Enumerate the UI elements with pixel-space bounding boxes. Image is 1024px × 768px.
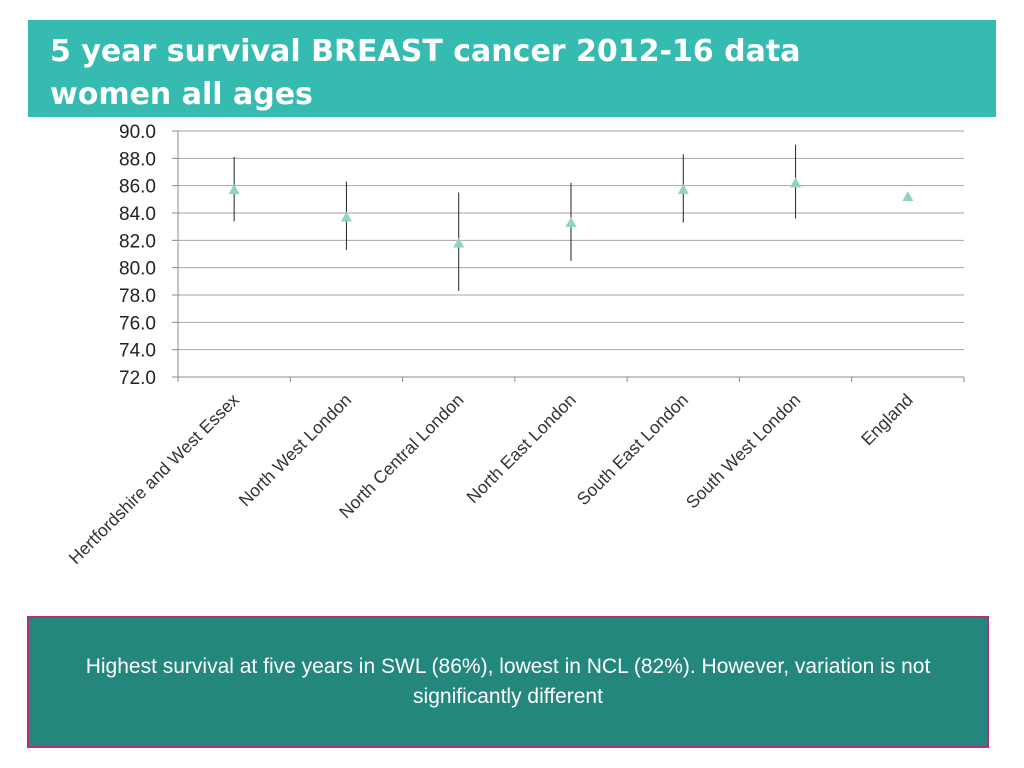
summary-note-text: Highest survival at five years in SWL (8… xyxy=(85,655,931,708)
x-category-label: South West London xyxy=(682,390,805,513)
title-banner: 5 year survival BREAST cancer 2012-16 da… xyxy=(28,20,996,117)
x-category-label: North West London xyxy=(235,390,356,511)
y-tick-label: 90.0 xyxy=(119,122,156,143)
data-point-triangle xyxy=(453,237,465,248)
y-tick-label: 72.0 xyxy=(119,368,156,389)
y-tick-label: 78.0 xyxy=(119,286,156,307)
y-tick-label: 82.0 xyxy=(119,231,156,252)
x-category-label: England xyxy=(857,390,917,450)
y-tick-label: 76.0 xyxy=(119,313,156,334)
y-tick-label: 80.0 xyxy=(119,259,156,280)
y-tick-label: 88.0 xyxy=(119,149,156,170)
data-point-triangle xyxy=(902,191,914,201)
chart-title-line-2: women all ages xyxy=(50,77,313,112)
y-tick-label: 84.0 xyxy=(119,204,156,225)
chart-title-line-1: 5 year survival BREAST cancer 2012-16 da… xyxy=(50,34,801,69)
summary-note-box: Highest survival at five years in SWL (8… xyxy=(27,616,989,748)
data-point-triangle xyxy=(340,211,352,222)
x-category-label: South East London xyxy=(573,390,692,509)
x-category-label: North Central London xyxy=(335,390,467,522)
axes xyxy=(172,130,965,382)
survival-chart: 72.0 74.0 76.0 78.0 80.0 82.0 84.0 86.0 88.0 90.0… xyxy=(65,122,965,568)
y-tick-labels: 72.0 74.0 76.0 78.0 80.0 82.0 84.0 86.0 88.0 90.0 xyxy=(119,122,156,389)
y-tick-label: 86.0 xyxy=(119,177,156,198)
y-tick-label: 74.0 xyxy=(119,341,156,362)
data-point-triangle xyxy=(790,177,802,188)
data-points xyxy=(228,177,914,248)
data-point-triangle xyxy=(228,184,240,195)
x-category-label: North East London xyxy=(462,390,579,507)
data-point-triangle xyxy=(677,184,689,195)
x-category-label: Hertfordshire and West Essex xyxy=(65,390,243,568)
data-point-triangle xyxy=(565,217,577,227)
